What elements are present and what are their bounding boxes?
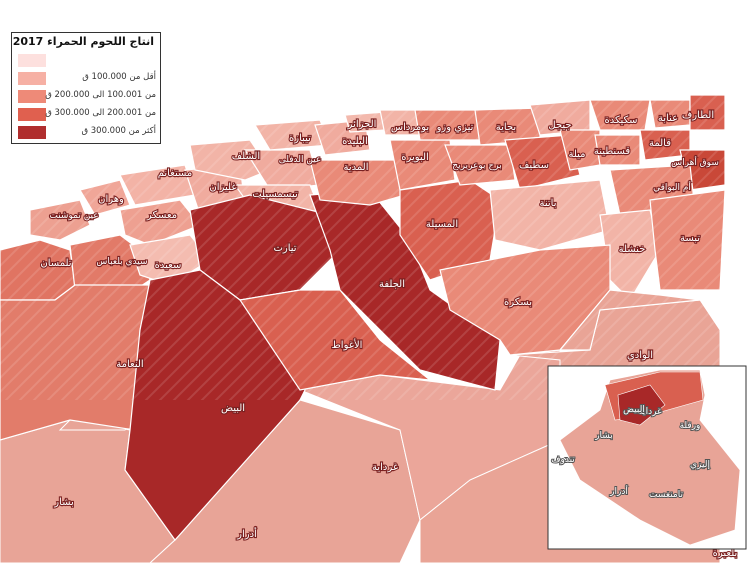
region-label: النعامة	[116, 359, 143, 370]
region-label: البيض	[221, 403, 245, 414]
region-label: الجزائر	[347, 119, 377, 130]
region-label: بسكرة	[504, 297, 532, 308]
region-label: غليزان	[209, 182, 236, 193]
region-label: الطارف	[682, 110, 714, 121]
region-label: وهران	[98, 194, 124, 205]
legend-row	[18, 53, 158, 69]
legend-swatch	[18, 72, 46, 85]
legend-row: من 200.001 الى 300.000 ق	[18, 107, 158, 123]
region-label: قالمة	[649, 138, 671, 149]
legend-swatch	[18, 90, 46, 103]
region-label: قسنطينة	[594, 146, 631, 157]
region-label: سعيدة	[155, 260, 182, 271]
region-label: المدية	[344, 162, 369, 173]
region-label: تيبازة	[289, 133, 311, 144]
region-label: بومرداس	[391, 122, 429, 133]
region-label: الأغواط	[332, 338, 363, 351]
legend-label: من 100.001 الى 200.000 ق	[45, 90, 156, 100]
region-label: تلمسان	[40, 258, 71, 269]
region-label: الوادي	[627, 350, 653, 361]
region-label: سيدي بلعباس	[96, 257, 147, 267]
region-label: ميلة	[568, 149, 585, 160]
inset-labels: تندوف بشار أدرار غرداية ورقلة إليزي تامنغست الب…	[550, 404, 711, 501]
region-label: المسيلة	[426, 219, 458, 230]
inset-label: تندوف	[551, 455, 575, 465]
region-label: عنابة	[658, 113, 678, 124]
inset-label: تامنغست	[649, 490, 683, 500]
legend-label: من 200.001 الى 300.000 ق	[45, 108, 156, 118]
legend-title: انتاج اللحوم الحمراء 2017	[12, 35, 154, 48]
region-label: باتنة	[540, 198, 557, 209]
region-label: خنشلة	[619, 244, 646, 255]
map-legend: انتاج اللحوم الحمراء 2017 أقل من 100.000…	[11, 32, 161, 144]
region-label: أم البواقي	[653, 181, 691, 193]
legend-row: أقل من 100.000 ق	[18, 71, 158, 87]
region-label: تيزي وزو	[436, 122, 474, 133]
region-label: معسكر	[146, 210, 177, 221]
legend-swatch	[18, 108, 46, 121]
region-label: البليدة	[342, 136, 368, 147]
inset-label: البيض	[623, 405, 645, 415]
region-label: أدرار	[236, 527, 257, 540]
inset-label: ورقلة	[680, 421, 701, 431]
inset-label: بشار	[594, 431, 613, 441]
region-label: جيجل	[548, 120, 571, 131]
region-label: سكيكدة	[605, 115, 638, 126]
inset-map: تندوف بشار أدرار غرداية ورقلة إليزي تامنغست الب…	[547, 365, 747, 550]
legend-row: أكثر من 300.000 ق	[18, 125, 158, 141]
region-label: عين الدفلى	[279, 155, 322, 165]
legend-label: أقل من 100.000 ق	[82, 72, 156, 82]
region-label: سطيف	[519, 160, 549, 171]
legend-swatch	[18, 54, 46, 67]
inset-country	[559, 369, 741, 546]
legend-swatch	[18, 126, 46, 139]
region-labels: الطارف عنابة سكيكدة قالمة جيجل بجاية تيزي وزو ب…	[39, 109, 738, 560]
region-label: بلعبرة	[713, 548, 738, 559]
region-label: عين تموشنت	[49, 211, 98, 221]
region-label: تبسة	[680, 233, 700, 244]
region-label: تيارت	[273, 243, 296, 254]
region-label: مستغانم	[158, 168, 193, 179]
region-label: تيسمسيلت	[252, 189, 298, 200]
legend-row: من 100.001 الى 200.000 ق	[18, 89, 158, 105]
region-label: برج بوعريريج	[452, 161, 501, 171]
region-label: بشار	[53, 497, 74, 508]
region-label: سوق أهراس	[671, 156, 719, 168]
region-label: الشلف	[232, 151, 260, 162]
region-label: الجلفة	[379, 279, 405, 290]
region-label: البويرة	[401, 152, 429, 163]
region-label: بجاية	[496, 122, 516, 133]
inset-label: غرداية	[638, 407, 662, 417]
legend-label: أكثر من 300.000 ق	[81, 126, 156, 136]
region-label: غرداية	[372, 462, 398, 473]
inset-label: إليزي	[690, 460, 710, 470]
inset-label: أدرار	[609, 485, 628, 497]
inset-high-band	[617, 384, 666, 426]
